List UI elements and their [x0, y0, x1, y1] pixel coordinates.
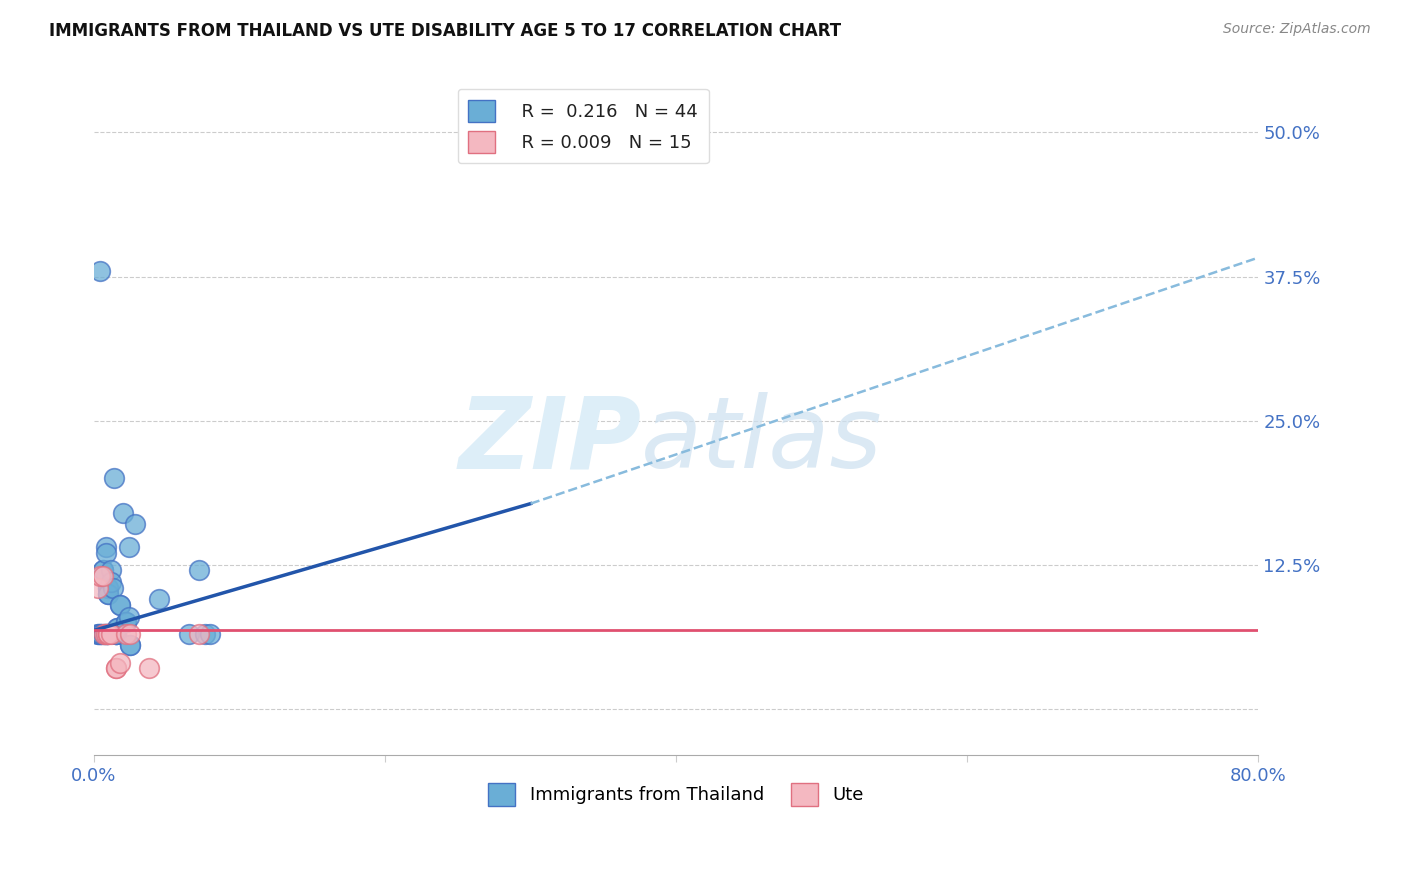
Point — [118, 609, 141, 624]
Point — [87, 581, 110, 595]
Text: IMMIGRANTS FROM THAILAND VS UTE DISABILITY AGE 5 TO 17 CORRELATION CHART: IMMIGRANTS FROM THAILAND VS UTE DISABILI… — [49, 22, 841, 40]
Point — [93, 627, 115, 641]
Point — [87, 627, 110, 641]
Point — [94, 546, 117, 560]
Point — [108, 598, 131, 612]
Point — [93, 627, 115, 641]
Point — [108, 598, 131, 612]
Point — [104, 627, 127, 641]
Point — [104, 627, 127, 641]
Point — [120, 639, 142, 653]
Point — [96, 627, 118, 641]
Point — [148, 592, 170, 607]
Point — [115, 615, 138, 630]
Point — [104, 627, 127, 641]
Point — [91, 564, 114, 578]
Point — [97, 627, 120, 641]
Point — [120, 639, 142, 653]
Point — [94, 627, 117, 641]
Point — [193, 627, 215, 641]
Point — [100, 574, 122, 589]
Point — [94, 541, 117, 555]
Point — [100, 627, 122, 641]
Point — [104, 627, 127, 641]
Point — [101, 581, 124, 595]
Point — [91, 564, 114, 578]
Point — [97, 581, 120, 595]
Text: ZIP: ZIP — [458, 392, 641, 489]
Point — [115, 627, 138, 641]
Text: Source: ZipAtlas.com: Source: ZipAtlas.com — [1223, 22, 1371, 37]
Point — [104, 661, 127, 675]
Point — [105, 621, 128, 635]
Point — [120, 627, 142, 641]
Point — [93, 627, 115, 641]
Point — [89, 264, 111, 278]
Point — [138, 661, 160, 675]
Point — [91, 569, 114, 583]
Point — [90, 627, 112, 641]
Point — [112, 506, 135, 520]
Point — [89, 569, 111, 583]
Point — [115, 615, 138, 630]
Point — [124, 517, 146, 532]
Point — [103, 471, 125, 485]
Point — [187, 627, 209, 641]
Point — [200, 627, 222, 641]
Point — [89, 627, 111, 641]
Text: atlas: atlas — [641, 392, 883, 489]
Legend: Immigrants from Thailand, Ute: Immigrants from Thailand, Ute — [481, 776, 872, 813]
Point — [94, 627, 117, 641]
Point — [97, 586, 120, 600]
Point — [96, 627, 118, 641]
Point — [100, 564, 122, 578]
Point — [104, 661, 127, 675]
Point — [108, 656, 131, 670]
Point — [118, 541, 141, 555]
Point — [90, 627, 112, 641]
Point — [97, 586, 120, 600]
Point — [97, 627, 120, 641]
Point — [97, 581, 120, 595]
Point — [187, 564, 209, 578]
Point — [87, 627, 110, 641]
Point — [105, 621, 128, 635]
Point — [177, 627, 200, 641]
